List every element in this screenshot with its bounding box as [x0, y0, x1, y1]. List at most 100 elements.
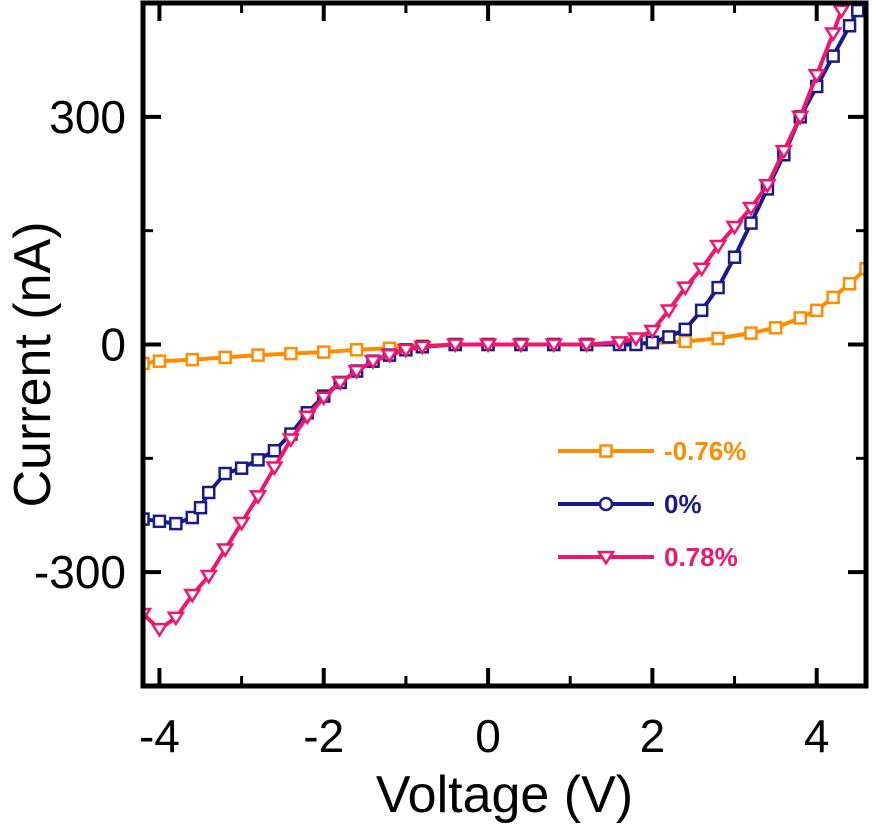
series-line	[143, 9, 860, 526]
y-axis-title: Current (nA)	[4, 221, 62, 507]
data-point-marker	[413, 340, 432, 356]
x-tick-label: 2	[640, 710, 666, 762]
data-point-marker	[577, 338, 596, 354]
data-point-marker	[218, 350, 232, 365]
legend: -0.76% 0% 0.78%	[558, 436, 746, 572]
y-tick-label: 0	[100, 319, 126, 371]
data-point-marker	[643, 324, 662, 340]
data-point-marker	[169, 516, 183, 531]
legend-item: 0%	[558, 489, 702, 519]
data-point-marker	[185, 352, 200, 367]
plot-frame	[140, 0, 869, 689]
data-point-marker	[626, 332, 646, 348]
data-point-marker	[678, 334, 692, 349]
plot-series	[143, 3, 866, 638]
data-point-marker	[807, 68, 826, 84]
data-point-marker	[774, 144, 794, 160]
data-point-marker	[317, 345, 331, 359]
data-point-marker	[511, 338, 531, 354]
data-point-marker	[330, 376, 350, 392]
data-point-marker	[727, 250, 742, 264]
data-point-marker	[347, 364, 366, 380]
tick-labels: -4 -2 0 2 4 -300 0 300	[34, 91, 830, 762]
data-point-marker	[234, 461, 249, 475]
data-point-marker	[768, 321, 783, 335]
data-point-marker	[185, 510, 200, 525]
data-point-marker	[232, 516, 251, 532]
data-point-marker	[152, 514, 167, 529]
data-point-marker	[267, 443, 282, 458]
series-2	[143, 3, 865, 531]
data-point-marker	[842, 277, 857, 291]
x-tick-label: 4	[804, 710, 830, 762]
data-point-marker	[744, 326, 758, 340]
legend-item: 0.78%	[558, 542, 738, 572]
data-point-marker	[199, 569, 218, 585]
data-point-marker	[708, 239, 728, 255]
data-point-marker	[692, 262, 711, 278]
data-point-marker	[744, 216, 758, 230]
x-tick-label: -4	[139, 710, 180, 762]
data-point-marker	[758, 178, 777, 194]
data-point-marker	[281, 433, 301, 449]
data-point-marker	[143, 512, 150, 526]
data-point-marker	[678, 322, 692, 337]
data-point-marker	[809, 303, 824, 318]
x-axis-title: Voltage (V)	[376, 766, 633, 824]
legend-label: -0.76%	[664, 436, 746, 466]
data-point-marker	[265, 461, 284, 477]
x-tick-label: -2	[303, 710, 344, 762]
data-point-marker	[314, 391, 334, 407]
data-point-marker	[544, 338, 564, 354]
series-1	[143, 261, 866, 371]
data-point-marker	[826, 290, 840, 305]
data-point-marker	[396, 343, 416, 359]
data-point-marker	[143, 356, 150, 371]
data-point-marker	[711, 331, 725, 346]
legend-swatch-marker	[598, 496, 614, 512]
data-point-marker	[251, 453, 265, 467]
data-point-marker	[725, 220, 744, 236]
data-point-marker	[694, 303, 709, 318]
legend-label: 0%	[664, 489, 702, 519]
data-point-marker	[183, 588, 202, 604]
data-point-marker	[166, 611, 186, 627]
data-point-marker	[284, 346, 298, 361]
legend-swatch-marker	[596, 550, 616, 566]
data-point-marker	[826, 49, 840, 63]
data-point-marker	[832, 4, 851, 20]
data-point-marker	[445, 338, 465, 354]
legend-swatch-marker	[599, 444, 613, 458]
series-line	[143, 9, 844, 632]
data-point-marker	[201, 485, 216, 500]
data-point-marker	[842, 19, 857, 33]
data-point-marker	[298, 410, 317, 426]
data-point-marker	[791, 110, 810, 126]
data-point-marker	[349, 343, 364, 357]
y-tick-label: 300	[49, 91, 126, 143]
data-point-marker	[248, 490, 268, 505]
data-point-marker	[218, 466, 232, 481]
data-point-marker	[711, 280, 725, 295]
data-point-marker	[859, 261, 866, 276]
data-point-marker	[793, 311, 808, 325]
legend-label: 0.78%	[664, 542, 738, 572]
data-point-marker	[380, 348, 399, 364]
data-point-marker	[823, 27, 843, 43]
x-tick-label: 0	[475, 710, 501, 762]
data-point-marker	[659, 304, 679, 320]
y-tick-label: -300	[34, 546, 126, 598]
data-point-marker	[662, 330, 676, 344]
data-point-marker	[152, 354, 167, 368]
data-point-marker	[478, 338, 498, 354]
data-point-marker	[363, 355, 383, 370]
data-point-marker	[215, 543, 235, 559]
data-point-marker	[193, 500, 208, 515]
series-3	[143, 4, 851, 638]
data-point-marker	[610, 336, 629, 351]
data-point-marker	[251, 348, 265, 362]
data-point-marker	[741, 201, 761, 217]
data-point-marker	[675, 281, 695, 297]
data-point-marker	[150, 622, 169, 638]
